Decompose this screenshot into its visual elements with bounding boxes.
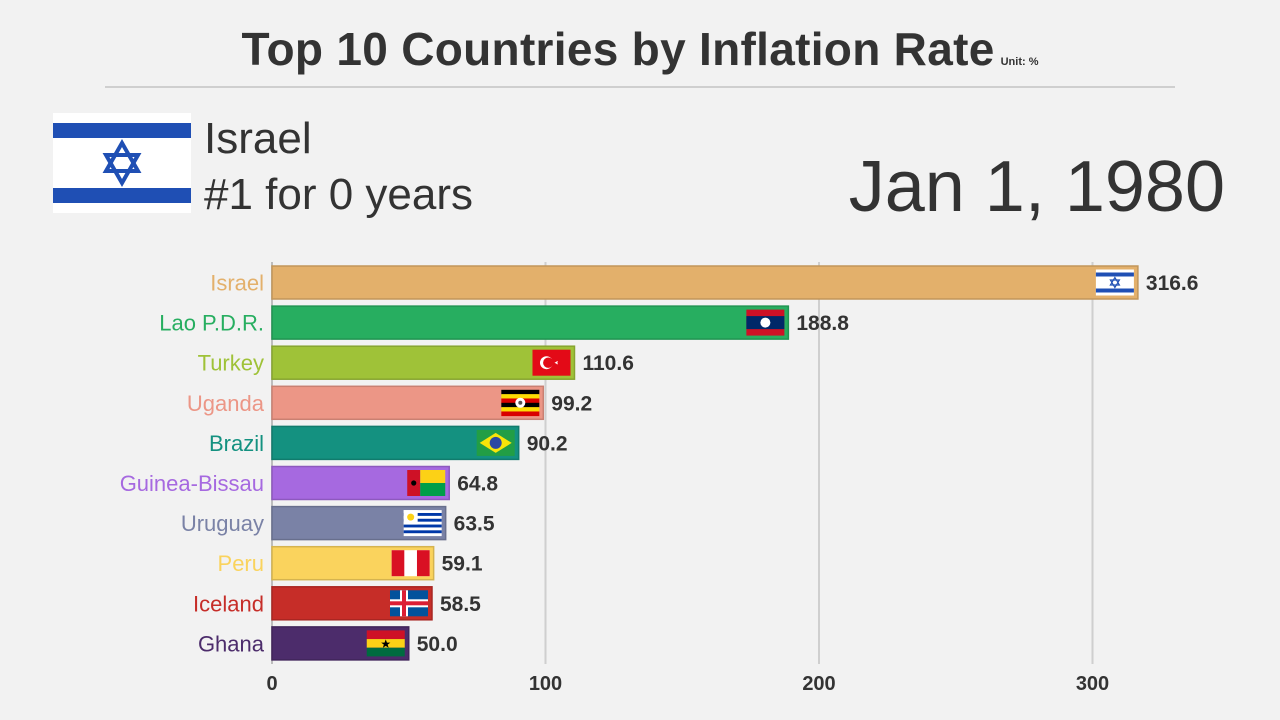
title-divider [105,86,1175,88]
turkey-flag-icon [532,349,571,376]
chart-title: Top 10 Countries by Inflation Rate [241,23,995,75]
uruguay-flag-icon [403,510,442,537]
x-tick-label: 200 [802,673,835,695]
category-label: Israel [210,271,264,296]
leader-name: Israel [204,114,312,163]
category-label: Lao P.D.R. [159,311,264,336]
uganda-flag-icon [501,389,540,417]
israel-flag-icon [1095,269,1134,296]
x-tick-label: 0 [266,673,277,695]
value-label: 58.5 [440,593,481,616]
category-label: Peru [218,551,264,576]
chart-title-area: Top 10 Countries by Inflation Rate Unit: … [0,22,1280,76]
laos-flag-icon [746,309,785,336]
value-label: 50.0 [417,633,458,656]
bar-turkey [271,345,576,380]
guinea-bissau-flag-icon [407,470,446,496]
x-tick-label: 300 [1076,673,1109,695]
ghana-flag-icon [366,630,405,657]
category-label: Brazil [209,431,264,456]
value-label: 316.6 [1146,272,1199,295]
iceland-flag-icon [389,590,428,617]
israel-flag-icon [53,113,191,213]
category-label: Uganda [187,391,265,416]
bar-lao-p-d-r- [271,305,790,340]
value-label: 59.1 [442,553,483,576]
value-label: 90.2 [527,432,568,455]
peru-flag-icon [391,550,430,577]
value-label: 64.8 [457,473,498,496]
brazil-flag-icon [476,429,515,456]
bar-israel [271,265,1139,300]
value-label: 63.5 [454,513,495,536]
category-label: Iceland [193,591,264,616]
bar-uganda [271,385,545,421]
date-label: Jan 1, 1980 [848,147,1225,227]
unit-label: Unit: % [1000,56,1039,68]
category-label: Guinea-Bissau [120,471,264,496]
category-label: Turkey [198,351,264,376]
x-tick-label: 100 [529,673,562,695]
value-label: 188.8 [796,312,849,335]
leader-streak: #1 for 0 years [204,170,474,219]
value-label: 99.2 [551,392,592,415]
category-label: Uruguay [181,511,264,536]
value-label: 110.6 [582,352,633,375]
category-label: Ghana [198,631,265,656]
